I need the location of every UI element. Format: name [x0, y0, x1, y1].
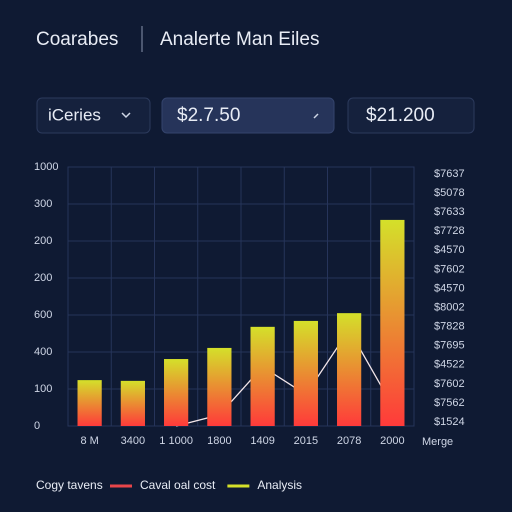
- value-box[interactable]: [347, 97, 475, 134]
- y2-label: $4570: [434, 244, 465, 256]
- bar: [293, 320, 318, 426]
- y-tick-label: 1000: [34, 161, 58, 173]
- y2-label: $7637: [434, 168, 465, 180]
- select-box[interactable]: [36, 97, 151, 134]
- x-tick-label: 1 1000: [159, 435, 193, 447]
- y2-label: $5078: [434, 187, 465, 199]
- y2-label: $4570: [434, 282, 465, 294]
- y2-label: $7728: [434, 225, 465, 237]
- bar: [77, 380, 102, 426]
- legend-label: Caval oal cost: [140, 478, 216, 492]
- y2-label: $1524: [434, 416, 465, 428]
- value-text: $21.200: [366, 105, 435, 126]
- y-tick-label: 200: [34, 272, 52, 284]
- y-tick-label: 100: [34, 383, 52, 395]
- bar: [207, 347, 232, 426]
- x-tick-label: 2015: [294, 435, 318, 447]
- bar: [120, 380, 145, 426]
- legend-label: Analysis: [257, 478, 302, 492]
- field-box[interactable]: [161, 97, 335, 134]
- x-tick-label: 1409: [250, 435, 274, 447]
- y2-label: $4522: [434, 359, 465, 371]
- y2-label: $7602: [434, 378, 465, 390]
- chevron: [121, 112, 131, 119]
- y-tick-label: 400: [34, 346, 52, 358]
- x-tick-label: 2000: [380, 435, 404, 447]
- x-tick-label: 2078: [337, 435, 361, 447]
- x-tick-label: 3400: [121, 435, 145, 447]
- field-text: $2.7.50: [177, 105, 240, 126]
- plot: 0 100 400 600 200 200 300 1000 $7637 $5078 $7633 $7…: [34, 161, 465, 492]
- select-text: iCeries: [48, 105, 101, 124]
- x-axis-label: Merge: [422, 436, 453, 448]
- y-tick-label: 600: [34, 309, 52, 321]
- y-tick-label: 300: [34, 198, 52, 210]
- y2-label: $7602: [434, 263, 465, 275]
- brand: Coarabes: [36, 29, 118, 50]
- bar: [164, 359, 189, 426]
- y2-label: $7695: [434, 340, 465, 352]
- x-tick-label: 8 M: [80, 435, 98, 447]
- y2-label: $7633: [434, 206, 465, 218]
- y2-label: $8002: [434, 301, 465, 313]
- bar: [337, 313, 362, 426]
- y-tick-label: 0: [34, 420, 40, 432]
- bar: [380, 219, 405, 426]
- page-title: Analerte Man Eiles: [160, 29, 319, 50]
- legend-title: Cogy tavens: [36, 478, 103, 492]
- y2-label: $7562: [434, 397, 465, 409]
- caret: [313, 113, 319, 119]
- y-tick-label: 200: [34, 235, 52, 247]
- x-tick-label: 1800: [207, 435, 231, 447]
- bar: [250, 326, 275, 426]
- y2-label: $7828: [434, 321, 465, 333]
